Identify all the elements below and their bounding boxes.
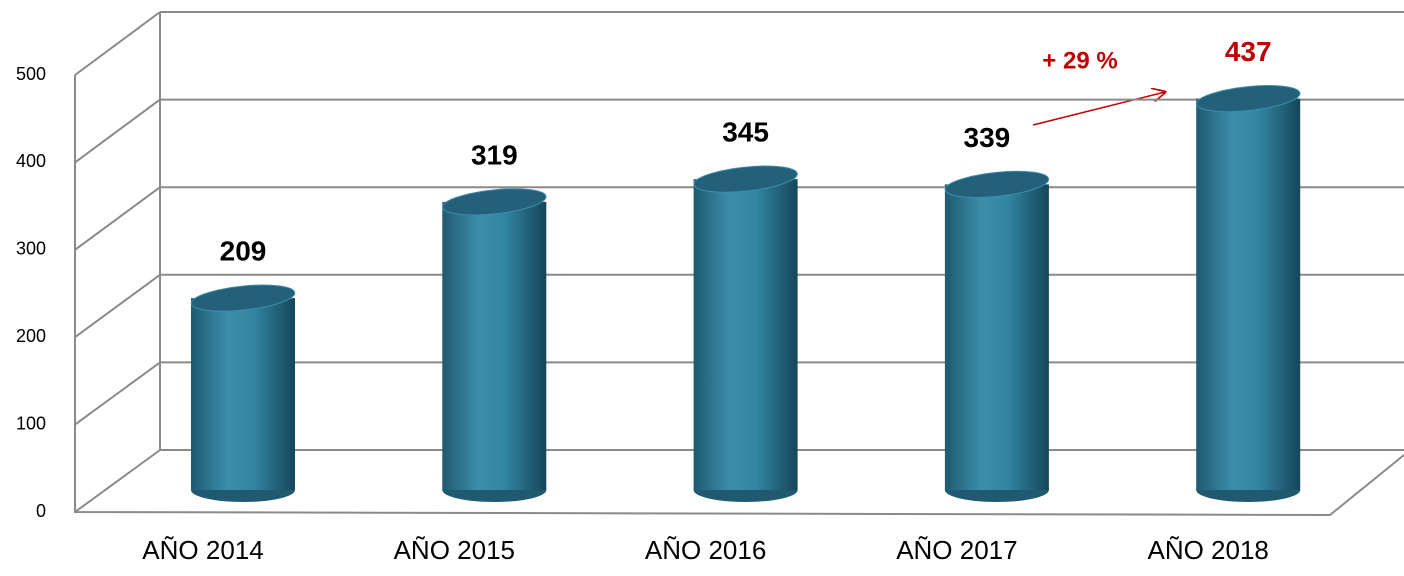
cylinder (1195, 85, 1301, 502)
y-tick-label: 400 (16, 151, 46, 171)
side-grid-line (74, 11, 161, 76)
x-tick-label: AÑO 2016 (645, 535, 766, 565)
value-label: 209 (220, 236, 267, 267)
side-grid-line (74, 273, 161, 339)
bar (944, 184, 1049, 490)
cylinder-top (944, 170, 1050, 198)
bar (1196, 98, 1301, 490)
y-tick-label: 300 (16, 239, 46, 259)
side-grid-line (74, 186, 161, 251)
value-label: 345 (722, 117, 769, 148)
floor-edge (74, 75, 1404, 517)
annotation: + 29 % (1042, 47, 1117, 74)
side-grid-line (74, 361, 161, 426)
side-grid-line (74, 98, 161, 164)
cylinder (944, 170, 1050, 502)
y-tick-label: 500 (16, 64, 46, 84)
side-grid-line (74, 449, 161, 513)
value-label: 437 (1225, 36, 1272, 67)
cylinder-top (190, 284, 296, 312)
arrow (1032, 92, 1165, 126)
bar (442, 201, 547, 490)
cylinder (693, 165, 798, 502)
x-tick-label: AÑO 2014 (142, 535, 263, 565)
y-tick-label: 200 (16, 326, 46, 346)
x-tick-label: AÑO 2017 (896, 535, 1017, 565)
bar (693, 179, 798, 490)
cylinder-top (693, 165, 798, 193)
frame (74, 12, 1404, 517)
cylinder-top (442, 188, 547, 216)
value-label: 319 (471, 139, 518, 170)
x-tick-label: AÑO 2015 (394, 535, 515, 565)
bar (191, 298, 295, 490)
cylinder-top (1195, 85, 1301, 113)
x-tick-label: AÑO 2018 (1147, 535, 1268, 565)
value-label: 339 (964, 122, 1011, 153)
cylinder (442, 188, 547, 502)
y-tick-label: 100 (16, 413, 46, 433)
y-tick-label: 0 (36, 501, 46, 521)
cylinder (190, 284, 296, 502)
